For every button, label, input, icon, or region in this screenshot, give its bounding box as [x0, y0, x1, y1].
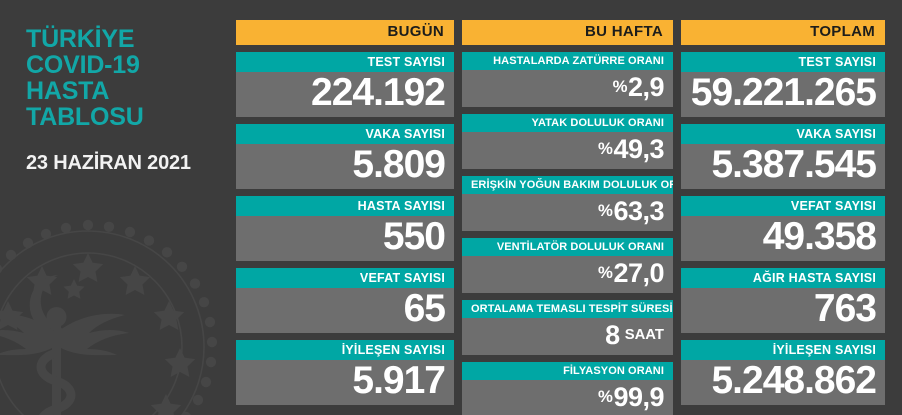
stat-row: FİLYASYON ORANI% 99,9: [462, 362, 673, 415]
stat-value-number: 63,3: [613, 196, 664, 226]
stat-label: VAKA SAYISI: [681, 124, 885, 144]
stat-row: İYİLEŞEN SAYISI 5.248.862: [681, 340, 885, 405]
stat-row: VAKA SAYISI 5.387.545: [681, 124, 885, 189]
stat-value-number: 59.221.265: [690, 71, 877, 114]
turkish-ministry-of-health-emblem-icon: [0, 219, 218, 415]
stat-value: % 63,3: [462, 194, 673, 231]
column-header-week: BU HAFTA: [462, 20, 673, 45]
stat-row: ERİŞKİN YOĞUN BAKIM DOLULUK ORANI%63,3: [462, 176, 673, 231]
stat-value-number: 550: [382, 215, 446, 258]
stat-value: 5.917: [236, 359, 454, 405]
stat-value: 8 SAAT: [462, 318, 673, 355]
stat-label: HASTALARDA ZATÜRRE ORANI: [462, 52, 673, 70]
stat-value-number: 27,0: [613, 258, 664, 288]
stat-row: ORTALAMA TEMASLI TESPİT SÜRESİ 8 SAAT: [462, 300, 673, 355]
page-title: TÜRKİYE COVID-19 HASTA TABLOSU 23 HAZİRA…: [26, 26, 226, 175]
stat-label: YATAK DOLULUK ORANI: [462, 114, 673, 132]
stat-value-number: 65: [403, 287, 446, 330]
stat-value-number: 2,9: [627, 72, 665, 102]
stat-value-prefix: %: [598, 386, 613, 406]
stat-value: % 99,9: [462, 380, 673, 415]
stat-value: % 2,9: [462, 70, 673, 107]
column-header-total: TOPLAM: [681, 20, 885, 45]
stat-row: YATAK DOLULUK ORANI% 49,3: [462, 114, 673, 169]
stat-value: % 49,3: [462, 132, 673, 169]
stat-value: 5.387.545: [681, 143, 885, 189]
title-line-1: TÜRKİYE: [26, 25, 135, 53]
stat-value: 59.221.265: [681, 71, 885, 117]
stat-rows-total: TEST SAYISI 59.221.265 VAKA SAYISI 5.387.54…: [681, 52, 885, 405]
stat-label: İYİLEŞEN SAYISI: [681, 340, 885, 360]
stat-value: 65: [236, 287, 454, 333]
stat-value: 224.192: [236, 71, 454, 117]
stat-value-suffix: SAAT: [624, 327, 664, 344]
stat-label: VAKA SAYISI: [236, 124, 454, 144]
stat-rows-week: HASTALARDA ZATÜRRE ORANI% 2,9 YATAK DOLULU…: [462, 52, 673, 415]
stat-value-number: 5.917: [352, 359, 446, 402]
stat-value-prefix: %: [598, 138, 613, 158]
stat-value: 5.809: [236, 143, 454, 189]
stat-rows-today: TEST SAYISI 224.192 VAKA SAYISI 5.809 HASTA …: [236, 52, 454, 405]
stat-row: TEST SAYISI 59.221.265: [681, 52, 885, 117]
stat-value: 550: [236, 215, 454, 261]
stat-value-prefix: %: [612, 76, 628, 96]
column-header-today: BUGÜN: [236, 20, 454, 45]
stat-row: VEFAT SAYISI 65: [236, 268, 454, 333]
column-total: TOPLAM TEST SAYISI 59.221.265 VAKA SAYISI 5…: [681, 20, 885, 412]
stat-label: VEFAT SAYISI: [236, 268, 454, 288]
stat-row: AĞIR HASTA SAYISI 763: [681, 268, 885, 333]
stat-row: HASTA SAYISI 550: [236, 196, 454, 261]
stat-value: 763: [681, 287, 885, 333]
stat-label: ERİŞKİN YOĞUN BAKIM DOLULUK ORANI: [462, 176, 673, 194]
stat-value-number: 763: [813, 287, 877, 330]
column-week: BU HAFTA HASTALARDA ZATÜRRE ORANI% 2,9 YAT…: [462, 20, 673, 415]
column-today: BUGÜN TEST SAYISI 224.192 VAKA SAYISI 5.809…: [236, 20, 454, 412]
title-line-4: TABLOSU: [26, 103, 144, 131]
stat-value-number: 99,9: [613, 382, 664, 412]
stat-value-prefix: %: [598, 200, 613, 220]
stat-row: TEST SAYISI 224.192: [236, 52, 454, 117]
stat-value-number: 5.387.545: [711, 143, 877, 186]
stat-value-number: 49.358: [762, 215, 877, 258]
stat-value-prefix: %: [598, 262, 613, 282]
title-line-3: HASTA: [26, 77, 110, 105]
stat-label: VEFAT SAYISI: [681, 196, 885, 216]
stat-label: AĞIR HASTA SAYISI: [681, 268, 885, 288]
stat-label: FİLYASYON ORANI: [462, 362, 673, 380]
stat-row: VAKA SAYISI 5.809: [236, 124, 454, 189]
stat-label: VENTİLATÖR DOLULUK ORANI: [462, 238, 673, 256]
title-line-2: COVID-19: [26, 51, 140, 79]
stat-value: 5.248.862: [681, 359, 885, 405]
stat-value-number: 5.809: [352, 143, 446, 186]
report-date: 23 HAZİRAN 2021: [26, 152, 191, 174]
stat-row: İYİLEŞEN SAYISI 5.917: [236, 340, 454, 405]
stat-value-number: 224.192: [311, 71, 446, 114]
stat-label: HASTA SAYISI: [236, 196, 454, 216]
stat-label: TEST SAYISI: [236, 52, 454, 72]
stat-value-number: 49,3: [613, 134, 664, 164]
stat-row: HASTALARDA ZATÜRRE ORANI% 2,9: [462, 52, 673, 107]
stat-label: ORTALAMA TEMASLI TESPİT SÜRESİ: [462, 300, 673, 318]
stat-value-number: 8: [605, 320, 620, 350]
stat-label: İYİLEŞEN SAYISI: [236, 340, 454, 360]
stat-value-number: 5.248.862: [711, 359, 877, 402]
stat-row: VENTİLATÖR DOLULUK ORANI% 27,0: [462, 238, 673, 293]
stat-value: 49.358: [681, 215, 885, 261]
stat-row: VEFAT SAYISI 49.358: [681, 196, 885, 261]
stat-label: TEST SAYISI: [681, 52, 885, 72]
title-panel: TÜRKİYE COVID-19 HASTA TABLOSU 23 HAZİRA…: [0, 0, 232, 415]
stat-value: % 27,0: [462, 256, 673, 293]
